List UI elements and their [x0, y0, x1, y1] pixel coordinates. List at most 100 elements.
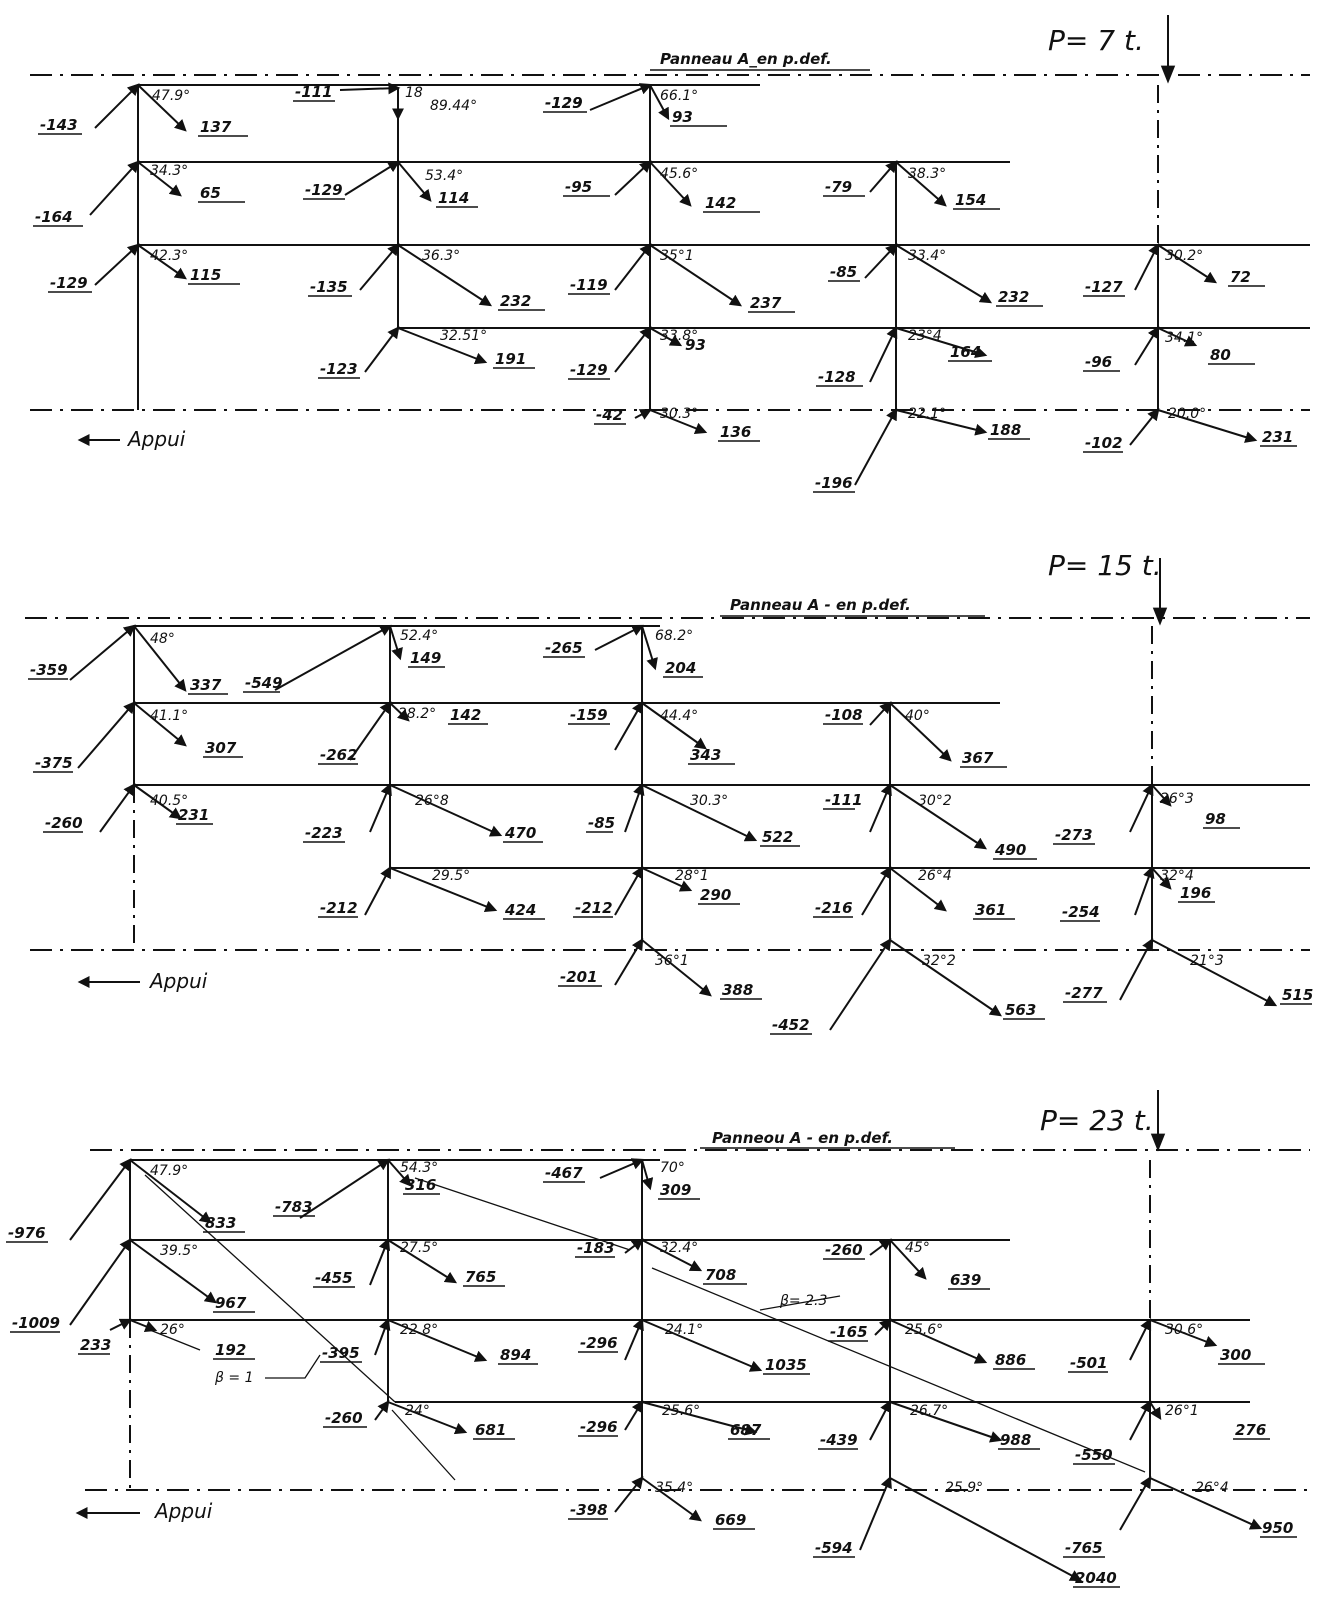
force-label: -108 [825, 706, 863, 724]
force-label: 39.5° [160, 1243, 198, 1259]
compression-strut [624, 1317, 644, 1361]
force-label: -262 [320, 746, 358, 764]
force-label: -375 [35, 754, 73, 772]
force-label: 142 [705, 194, 736, 212]
force-label: -265 [545, 639, 583, 657]
force-label: 33.4° [908, 248, 946, 264]
tension-strut [895, 161, 947, 207]
tension-strut [889, 939, 1002, 1017]
load-label: P= 15 t. [1048, 549, 1162, 582]
compression-strut [274, 624, 393, 691]
construction-line [144, 1174, 396, 1403]
tension-strut [389, 702, 410, 722]
force-label: -296 [580, 1418, 618, 1436]
force-label: 367 [962, 749, 994, 767]
force-label: 708 [705, 1266, 736, 1284]
force-label: 20.0° [1168, 406, 1206, 422]
force-label: 164 [950, 343, 981, 361]
tension-strut [641, 1239, 703, 1272]
panel-title: Panneau A - en p.def. [730, 596, 911, 614]
compression-strut [624, 782, 645, 833]
force-label: -85 [588, 814, 615, 832]
tension-strut [387, 1319, 488, 1362]
compression-strut [624, 1399, 644, 1431]
force-label: -102 [1085, 434, 1123, 452]
force-label: 30°2 [918, 793, 952, 809]
force-label: -95 [565, 178, 592, 196]
force-label: 32°2 [922, 953, 956, 969]
support-label: Appui [153, 1499, 213, 1523]
tension-strut [641, 1401, 758, 1436]
force-label: -79 [825, 178, 852, 196]
compression-strut [69, 1158, 132, 1241]
force-label: 25.6° [662, 1403, 700, 1419]
construction-line [391, 1409, 456, 1481]
compression-strut [869, 160, 898, 193]
force-label: 515 [1282, 986, 1313, 1004]
tension-strut [133, 784, 182, 820]
force-label: 25.6° [905, 1322, 943, 1338]
force-label: -201 [560, 968, 598, 986]
force-label: 35°1 [660, 248, 694, 264]
force-label: 142 [450, 706, 481, 724]
tension-strut [137, 244, 187, 280]
support-label: Appui [148, 969, 208, 993]
compression-strut [1119, 937, 1154, 1001]
tension-strut [641, 702, 707, 750]
tension-strut [389, 625, 403, 661]
tension-strut [649, 244, 742, 307]
compression-strut [299, 1158, 391, 1219]
tension-strut [387, 1239, 458, 1284]
force-label: -296 [580, 1334, 618, 1352]
tension-strut [889, 784, 988, 850]
compression-strut [614, 1476, 644, 1513]
force-label: 188 [990, 421, 1021, 439]
force-label: -129 [545, 94, 583, 112]
force-label: -183 [577, 1239, 615, 1257]
force-label: 26°4 [1195, 1480, 1229, 1496]
load-label: P= 23 t. [1040, 1104, 1154, 1137]
force-label: -765 [1065, 1539, 1103, 1557]
force-label: 24° [405, 1403, 430, 1419]
compression-strut [1134, 242, 1160, 291]
tension-strut [641, 1477, 702, 1522]
force-label: -1009 [12, 1314, 60, 1332]
force-label: 563 [1005, 1001, 1036, 1019]
tension-strut [895, 327, 988, 358]
force-label: -467 [545, 1164, 583, 1182]
force-label: -439 [820, 1431, 858, 1449]
force-label: -196 [815, 474, 853, 492]
tension-strut [641, 867, 693, 892]
force-label: -111 [295, 83, 333, 101]
force-label: 290 [700, 886, 731, 904]
support-label: Appui [126, 427, 186, 451]
force-label: 950 [1262, 1519, 1293, 1537]
force-label: -159 [570, 706, 608, 724]
tension-strut [1157, 409, 1258, 443]
compression-strut [614, 865, 644, 916]
force-label: -594 [815, 1539, 853, 1557]
force-label: 26°4 [918, 868, 952, 884]
compression-strut [859, 1475, 892, 1551]
force-label: 24.1° [665, 1322, 703, 1338]
force-label: 894 [500, 1346, 531, 1364]
tension-strut [1157, 244, 1218, 284]
compression-strut [1129, 408, 1160, 446]
force-label: 93 [672, 108, 693, 126]
force-label: 470 [504, 824, 536, 842]
force-label: 231 [1262, 428, 1293, 446]
force-label: 26°8 [415, 793, 449, 809]
force-label: 522 [762, 828, 793, 846]
force-label: 424 [504, 901, 536, 919]
force-label: 40° [905, 708, 930, 724]
force-label: 52.4° [400, 628, 438, 644]
force-label: 114 [438, 189, 469, 207]
compression-strut [344, 160, 401, 196]
compression-strut [339, 82, 401, 95]
force-label: 38.3° [908, 166, 946, 182]
force-label: -119 [570, 276, 608, 294]
tension-strut [397, 327, 488, 365]
construction-line [265, 1354, 321, 1379]
tension-strut [137, 161, 182, 197]
compression-strut [69, 624, 136, 681]
